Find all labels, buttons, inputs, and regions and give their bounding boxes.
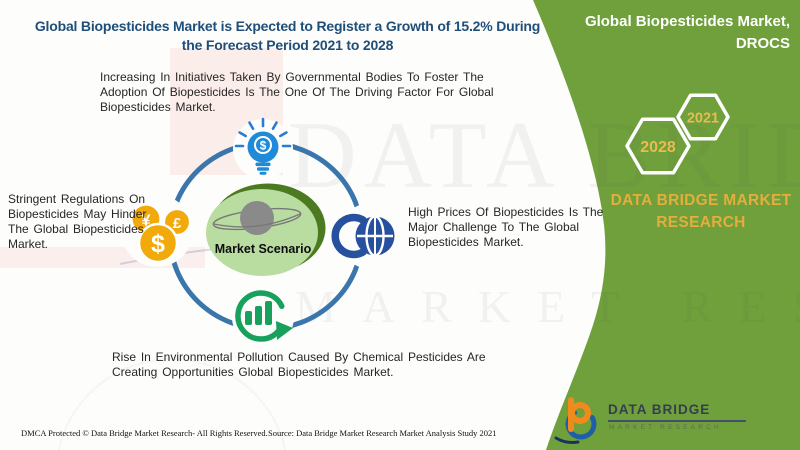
forecast-hexagons xyxy=(625,93,730,175)
hexagon-2021-label: 2021 xyxy=(687,111,719,127)
sidebar-heading-line1: Global Biopesticides Market, xyxy=(584,13,790,30)
page-title-line1: Global Biopesticides Market is Expected … xyxy=(34,18,541,34)
sidebar-brand-text: DATA BRIDGE MARKET RESEARCH xyxy=(610,192,792,232)
market-scenario-ellipse: Market Scenario xyxy=(206,183,326,276)
green-panel-shape xyxy=(533,0,800,450)
lightbulb-dollar-icon: $ xyxy=(234,117,292,175)
challenge-text: High Prices Of Biopesticides Is The Majo… xyxy=(408,205,604,250)
global-phone-icon xyxy=(331,213,395,259)
driver-text: Increasing In Initiatives Taken By Gover… xyxy=(100,70,494,115)
hexagon-2028-label: 2028 xyxy=(640,139,676,156)
watermark-data-bridge: DATA BRIDGE xyxy=(288,102,800,208)
bulb-dollar-symbol: $ xyxy=(260,139,267,153)
logo-divider xyxy=(608,420,746,422)
logo-subtitle: MARKET RESEARCH xyxy=(609,424,722,431)
footer-source: Source: Data Bridge Market Research Mark… xyxy=(268,428,497,438)
hexagon-2028 xyxy=(625,117,691,175)
yen-symbol: ¥ xyxy=(142,213,151,230)
page-title-line2: the Forecast Period 2021 to 2028 xyxy=(181,36,394,53)
planet-icon xyxy=(212,201,302,235)
hexagon-2021 xyxy=(676,93,730,141)
watermark-market-research: MARKET RESEARCH xyxy=(295,281,800,332)
opportunity-text: Rise In Environmental Pollution Caused B… xyxy=(112,350,486,380)
footer-dmca: DMCA Protected © Data Bridge Market Rese… xyxy=(21,428,268,438)
growth-chart-icon xyxy=(235,290,293,342)
logo-title: DATA BRIDGE xyxy=(608,402,711,417)
sidebar-heading: Global Biopesticides Market, DROCS xyxy=(555,11,790,55)
sidebar-heading-line2: DROCS xyxy=(735,34,790,52)
data-bridge-logo-icon xyxy=(554,397,597,444)
bulb-rays xyxy=(234,117,292,148)
currency-coins-icon: £ ¥ $ xyxy=(130,203,192,264)
pound-symbol: £ xyxy=(173,215,182,232)
market-scenario-label: Market Scenario xyxy=(215,242,312,256)
chart-bars xyxy=(245,301,272,325)
bulb-base xyxy=(255,162,271,175)
page-title: Global Biopesticides Market is Expected … xyxy=(15,17,560,55)
restraint-text: Stringent Regulations On Biopesticides M… xyxy=(8,192,147,252)
dollar-symbol: $ xyxy=(151,230,165,258)
